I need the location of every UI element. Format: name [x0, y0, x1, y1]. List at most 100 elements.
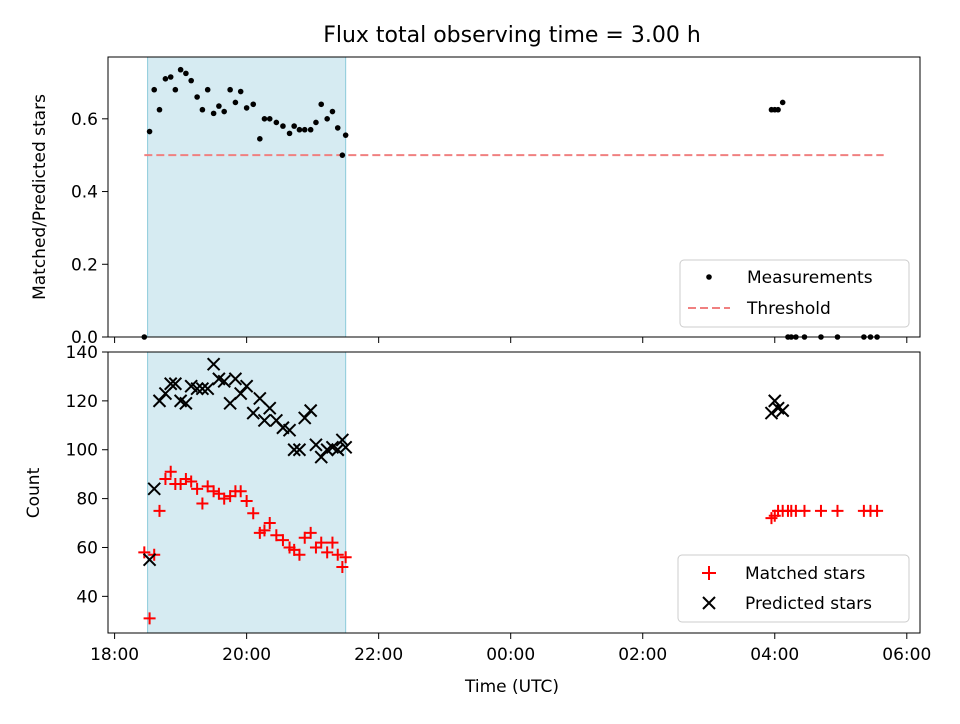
predicted-star-point [239, 379, 254, 393]
legend-bottom: Matched stars Predicted stars [677, 554, 910, 623]
observing-window-top [147, 56, 347, 338]
measurement-point [216, 103, 222, 109]
y-tick-label: 0.6 [71, 110, 98, 130]
matched-star-point [240, 495, 253, 508]
x-tick-label: 20:00 [222, 645, 271, 665]
legend-box-bottom [677, 554, 910, 623]
measurement-point [291, 123, 297, 129]
panel-ratio: 0.0 0.2 0.4 0.6 Matched/Predicted stars Mea… [30, 56, 921, 348]
matched-star-point [336, 561, 349, 574]
measurement-point [188, 77, 194, 84]
predicted-star-point [217, 374, 231, 389]
legend-label-predicted: Predicted stars [745, 594, 872, 614]
matched-star-point [258, 524, 271, 537]
y-tick-label: 80 [76, 490, 98, 510]
measurement-point [199, 106, 206, 113]
measurement-point [250, 101, 257, 108]
measurement-point [210, 110, 217, 117]
predicted-star-point [228, 372, 243, 386]
matched-star-point [179, 473, 192, 486]
predicted-star-point [200, 381, 215, 396]
y-axis-ticks-count: 40 60 80 100 120 140 [66, 343, 108, 607]
matched-star-point [143, 612, 156, 625]
x-tick-label: 00:00 [486, 645, 535, 665]
measurement-point [167, 74, 174, 80]
predicted-star-point [292, 443, 307, 457]
observing-window-bottom [147, 351, 347, 634]
legend-marker-matched [702, 566, 716, 580]
measurement-point [342, 132, 349, 138]
measurement-point [324, 116, 330, 122]
predicted-star-point [331, 443, 345, 457]
predicted-star-point [168, 377, 183, 391]
measurement-point [273, 119, 280, 126]
predicted-star-point [263, 401, 277, 415]
x-tick-label: 18:00 [90, 645, 139, 665]
axes-frame-top [107, 56, 921, 338]
predicted-star-point [287, 443, 301, 457]
measurement-point [221, 108, 227, 115]
measurement-point [334, 125, 341, 131]
predicted-star-point [164, 377, 178, 391]
matched-star-point [218, 492, 231, 505]
x-tick-label: 02:00 [618, 645, 667, 665]
y-tick-label: 60 [76, 538, 98, 558]
matched-star-point [263, 517, 276, 530]
matched-star-point [185, 475, 198, 488]
matched-star-point [138, 546, 151, 559]
measurement-point [232, 99, 239, 106]
predicted-star-point [335, 433, 350, 447]
measurement-point [775, 106, 781, 113]
predicted-star-point [190, 381, 204, 396]
matched-star-point [247, 507, 260, 520]
predicted-star-point [282, 423, 297, 437]
predicted-star-point [338, 440, 353, 455]
x-axis-label: Time (UTC) [464, 677, 559, 697]
measurement-point [301, 126, 308, 133]
measurement-point [280, 123, 286, 129]
measurement-point [172, 86, 179, 93]
matched-star-point [321, 546, 334, 559]
y-tick-label: 140 [66, 343, 98, 363]
measurement-point [183, 70, 189, 77]
matched-star-point [304, 526, 317, 539]
matched-star-point [191, 482, 204, 495]
matched-star-point [871, 504, 884, 517]
predicted-star-point [147, 482, 161, 496]
predicted-star-point [206, 357, 221, 371]
measurement-point [227, 86, 233, 93]
matched-star-point [164, 465, 177, 478]
measurement-point [266, 116, 273, 122]
measurement-point [204, 86, 211, 93]
measurement-point [177, 66, 184, 73]
predicted-star-point [246, 406, 260, 420]
legend-label-measurements: Measurements [747, 268, 873, 288]
measurement-point [156, 106, 163, 113]
matched-stars-points [138, 465, 884, 625]
measurement-point [296, 126, 303, 133]
x-tick-label: 22:00 [354, 645, 403, 665]
predicted-star-point [223, 396, 237, 411]
matched-star-point [153, 504, 166, 517]
predicted-star-point [764, 406, 779, 420]
x-tick-label: 04:00 [750, 645, 799, 665]
x-tick-label: 06:00 [882, 645, 931, 665]
measurement-point [257, 136, 263, 142]
y-label-ratio: Matched/Predicted stars [30, 94, 50, 300]
legend-box-top [679, 259, 910, 328]
measurement-point [237, 88, 244, 95]
y-tick-label: 100 [66, 441, 98, 461]
measurement-point [146, 128, 153, 135]
legend-marker-predicted [702, 596, 716, 610]
predicted-star-point [179, 396, 193, 411]
y-tick-label: 0.4 [71, 183, 98, 203]
measurement-point [243, 105, 250, 111]
legend-label-threshold: Threshold [746, 299, 831, 319]
matched-star-point [814, 504, 827, 517]
measurement-point [151, 86, 158, 93]
y-label-count: Count [24, 467, 44, 518]
measurement-point [329, 108, 336, 115]
measurement-point [286, 130, 293, 137]
y-tick-label: 40 [76, 587, 98, 607]
